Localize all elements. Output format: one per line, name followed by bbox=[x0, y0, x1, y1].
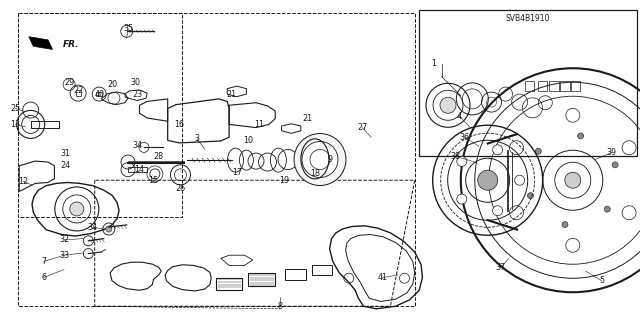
Text: 9: 9 bbox=[328, 155, 333, 164]
Circle shape bbox=[562, 222, 568, 227]
Circle shape bbox=[566, 238, 580, 252]
Text: 29: 29 bbox=[64, 78, 74, 87]
Text: FR.: FR. bbox=[63, 40, 79, 49]
Circle shape bbox=[70, 202, 84, 216]
Circle shape bbox=[622, 206, 636, 220]
Circle shape bbox=[106, 226, 112, 232]
Circle shape bbox=[477, 170, 498, 190]
Text: 21: 21 bbox=[227, 90, 237, 99]
Circle shape bbox=[493, 145, 502, 155]
Text: 26: 26 bbox=[175, 184, 186, 193]
Text: 40: 40 bbox=[94, 90, 104, 99]
Text: SVB4B1910: SVB4B1910 bbox=[506, 14, 550, 23]
Text: 19: 19 bbox=[279, 176, 289, 185]
Text: 28: 28 bbox=[154, 152, 164, 161]
Text: 37: 37 bbox=[495, 263, 506, 272]
Circle shape bbox=[535, 148, 541, 154]
Text: 15: 15 bbox=[148, 176, 159, 185]
Circle shape bbox=[509, 206, 524, 220]
Text: 3: 3 bbox=[195, 134, 200, 143]
Text: 24: 24 bbox=[60, 161, 70, 170]
Text: 38: 38 bbox=[451, 152, 461, 161]
Text: 25: 25 bbox=[10, 104, 20, 113]
Text: 41: 41 bbox=[378, 273, 388, 282]
Text: 22: 22 bbox=[73, 86, 83, 95]
Polygon shape bbox=[96, 92, 102, 96]
Text: 20: 20 bbox=[107, 80, 117, 89]
Text: 10: 10 bbox=[243, 136, 253, 145]
Text: 39: 39 bbox=[607, 148, 617, 157]
Text: 23: 23 bbox=[132, 90, 143, 99]
Text: 6: 6 bbox=[41, 273, 46, 282]
Text: 12: 12 bbox=[18, 177, 28, 186]
Text: 34: 34 bbox=[88, 223, 98, 232]
Circle shape bbox=[604, 206, 611, 212]
Circle shape bbox=[440, 97, 456, 113]
Text: 35: 35 bbox=[123, 24, 133, 33]
Text: 36: 36 bbox=[460, 133, 470, 142]
Text: 8: 8 bbox=[278, 302, 283, 311]
Circle shape bbox=[564, 172, 581, 188]
Text: 7: 7 bbox=[41, 257, 46, 266]
Text: 14: 14 bbox=[134, 165, 145, 174]
Text: 1: 1 bbox=[431, 59, 436, 68]
Text: 5: 5 bbox=[599, 276, 604, 285]
Text: 16: 16 bbox=[174, 120, 184, 129]
Text: 4: 4 bbox=[457, 112, 462, 121]
Text: 11: 11 bbox=[254, 120, 264, 129]
Circle shape bbox=[457, 156, 467, 167]
Text: 27: 27 bbox=[357, 123, 367, 132]
Text: 31: 31 bbox=[60, 149, 70, 158]
Text: 32: 32 bbox=[59, 235, 69, 244]
Text: 30: 30 bbox=[131, 78, 141, 87]
Text: 13: 13 bbox=[10, 120, 20, 129]
Circle shape bbox=[622, 141, 636, 155]
Circle shape bbox=[509, 141, 524, 155]
Text: 34: 34 bbox=[132, 141, 143, 150]
Circle shape bbox=[612, 162, 618, 168]
Text: 17: 17 bbox=[232, 168, 242, 177]
Text: 18: 18 bbox=[310, 169, 320, 178]
Circle shape bbox=[302, 142, 338, 177]
Circle shape bbox=[527, 193, 534, 199]
Circle shape bbox=[566, 108, 580, 122]
Circle shape bbox=[493, 206, 502, 216]
Circle shape bbox=[294, 133, 346, 186]
Text: 21: 21 bbox=[302, 114, 312, 122]
Circle shape bbox=[515, 175, 525, 185]
Polygon shape bbox=[29, 37, 52, 49]
Text: 33: 33 bbox=[59, 251, 69, 260]
Circle shape bbox=[578, 133, 584, 139]
Circle shape bbox=[457, 194, 467, 204]
